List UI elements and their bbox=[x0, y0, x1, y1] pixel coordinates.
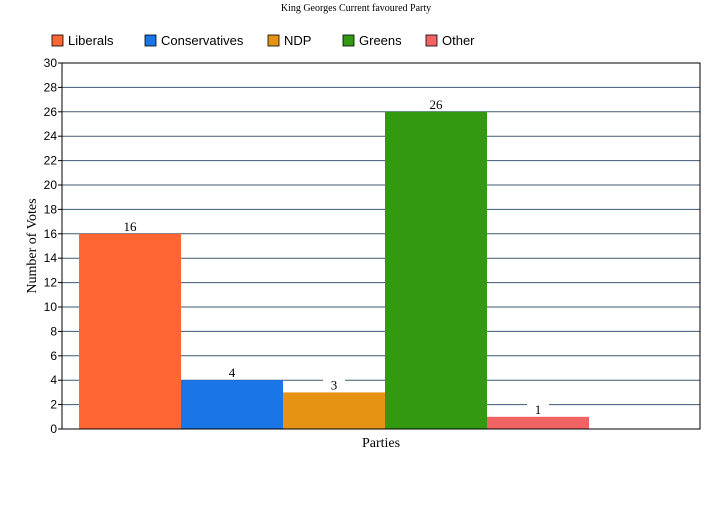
y-tick-label: 30 bbox=[44, 56, 58, 70]
y-tick-label: 8 bbox=[50, 324, 57, 338]
bar-greens bbox=[385, 111, 487, 430]
data-labels: 16 4 3 26 1 bbox=[119, 96, 549, 417]
data-label-ndp: 3 bbox=[331, 377, 338, 392]
data-label-bg bbox=[221, 365, 243, 380]
legend-swatch-greens bbox=[342, 34, 355, 47]
chart-title: King Georges Current favoured Party bbox=[281, 3, 431, 14]
y-tick-label: 20 bbox=[44, 178, 58, 192]
x-axis-label: Parties bbox=[362, 436, 400, 451]
legend-swatch-conservatives bbox=[144, 34, 157, 47]
legend-label-conservatives: Conservatives bbox=[161, 33, 244, 48]
y-tick-label: 12 bbox=[44, 276, 58, 290]
y-tick-label: 22 bbox=[44, 154, 58, 168]
y-tick-label: 2 bbox=[50, 398, 57, 412]
legend-swatch-liberals bbox=[51, 34, 64, 47]
data-label-greens: 26 bbox=[430, 97, 444, 112]
data-label-liberals: 16 bbox=[124, 219, 138, 234]
legend: Liberals Conservatives NDP Greens Other bbox=[51, 33, 475, 48]
data-label-bg bbox=[527, 401, 549, 416]
data-label-bg bbox=[119, 218, 141, 233]
y-tick-label: 18 bbox=[44, 202, 58, 216]
bar-conservatives bbox=[181, 380, 283, 429]
bars bbox=[79, 111, 589, 430]
plot-frame bbox=[61, 62, 701, 430]
data-label-bg bbox=[323, 377, 345, 392]
data-label-conservatives: 4 bbox=[229, 365, 236, 380]
y-tick-label: 10 bbox=[44, 300, 58, 314]
y-tick-label: 28 bbox=[44, 80, 58, 94]
y-tick-label: 16 bbox=[44, 227, 58, 241]
legend-label-ndp: NDP bbox=[284, 33, 311, 48]
y-tick-label: 14 bbox=[44, 251, 58, 265]
legend-label-liberals: Liberals bbox=[68, 33, 114, 48]
bar-ndp bbox=[283, 392, 385, 429]
legend-swatch-ndp bbox=[267, 34, 280, 47]
y-tick-label: 26 bbox=[44, 105, 58, 119]
y-tick-label: 6 bbox=[50, 349, 57, 363]
y-tick-label: 0 bbox=[50, 422, 57, 436]
y-tick-label: 24 bbox=[44, 129, 58, 143]
bar-other bbox=[487, 416, 589, 429]
legend-swatch-other bbox=[425, 34, 438, 47]
bar-liberals bbox=[79, 233, 181, 429]
legend-label-other: Other bbox=[442, 33, 475, 48]
legend-label-greens: Greens bbox=[359, 33, 402, 48]
y-axis-label: Number of Votes bbox=[25, 198, 40, 293]
data-label-bg bbox=[425, 96, 447, 111]
y-tick-label: 4 bbox=[50, 373, 57, 387]
data-label-other: 1 bbox=[535, 402, 542, 417]
